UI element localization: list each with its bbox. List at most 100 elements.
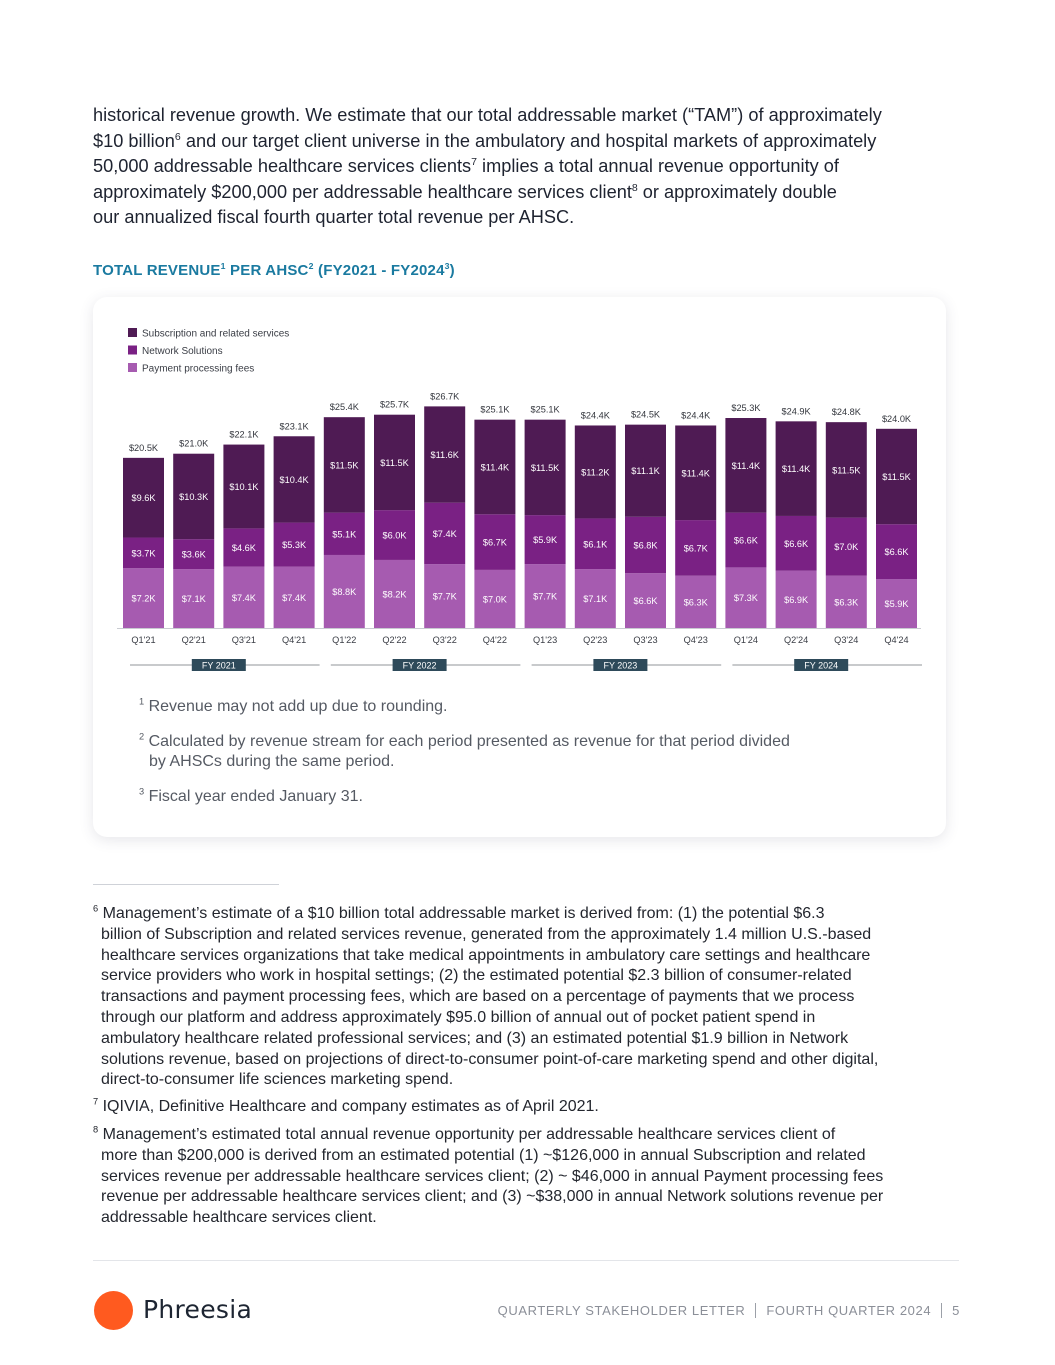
- bar-1-0: [123, 537, 164, 569]
- bar-0-15: [876, 579, 917, 628]
- legend-swatch-0: [128, 328, 137, 337]
- bar-label-0-10: $6.6K: [633, 596, 658, 606]
- bar-label-0-6: $7.7K: [433, 592, 458, 602]
- bar-2-9: [574, 425, 616, 519]
- bar-2-2: [223, 444, 265, 529]
- x-tick-label-3: Q4'21: [282, 635, 306, 645]
- bar-2-11: [675, 425, 717, 521]
- bar-label-1-9: $6.1K: [583, 539, 608, 549]
- x-tick-label-7: Q4'22: [483, 635, 507, 645]
- x-tick-label-15: Q4'24: [884, 635, 908, 645]
- x-tick-label-10: Q3'23: [633, 635, 657, 645]
- total-label-4: $25.4K: [330, 402, 360, 412]
- footer-meta: QUARTERLY STAKEHOLDER LETTER FOURTH QUART…: [498, 1303, 960, 1318]
- bar-2-5: [374, 414, 415, 511]
- bar-1-4: [323, 512, 365, 555]
- x-tick-label-4: Q1'22: [332, 635, 356, 645]
- bar-1-6: [424, 502, 466, 565]
- footnote-8: 8 Management’s estimated total annual re…: [93, 1124, 884, 1227]
- bar-label-2-7: $11.4K: [481, 462, 510, 472]
- bar-1-8: [524, 515, 566, 565]
- bar-2-0: [123, 457, 164, 538]
- x-tick-label-9: Q2'23: [583, 635, 607, 645]
- footnote-7: 7 IQIVIA, Definitive Healthcare and comp…: [93, 1096, 599, 1115]
- bar-label-1-10: $6.8K: [633, 541, 658, 551]
- bar-2-1: [173, 453, 215, 540]
- bar-label-1-8: $5.9K: [533, 535, 558, 545]
- fy-badge-3: [794, 659, 849, 671]
- legend-label-1: Network Solutions: [142, 346, 223, 357]
- bar-1-10: [625, 516, 666, 574]
- bar-label-2-9: $11.2K: [581, 467, 610, 477]
- bar-label-0-14: $6.3K: [834, 597, 859, 607]
- bar-label-1-1: $3.6K: [182, 550, 207, 560]
- bar-label-1-13: $6.6K: [784, 539, 809, 549]
- bar-1-7: [474, 514, 516, 570]
- bar-label-1-15: $6.6K: [884, 547, 909, 557]
- total-label-7: $25.1K: [480, 405, 510, 415]
- total-label-11: $24.4K: [681, 410, 711, 420]
- x-tick-label-13: Q2'24: [784, 635, 808, 645]
- x-tick-label-6: Q3'22: [433, 635, 457, 645]
- bar-1-13: [775, 515, 817, 571]
- bar-label-1-0: $3.7K: [131, 548, 156, 558]
- bar-label-2-10: $11.1K: [631, 466, 660, 476]
- total-label-5: $25.7K: [380, 400, 410, 410]
- footnote-divider: [93, 884, 279, 885]
- bar-0-4: [323, 554, 365, 628]
- total-label-10: $24.5K: [631, 410, 661, 420]
- x-tick-label-11: Q4'23: [684, 635, 708, 645]
- bar-2-6: [424, 406, 466, 503]
- bar-label-2-15: $11.5K: [882, 472, 911, 482]
- total-label-2: $22.1K: [229, 430, 259, 440]
- bar-0-14: [825, 575, 867, 628]
- bar-label-2-2: $10.1K: [229, 482, 259, 492]
- bar-label-1-6: $7.4K: [433, 529, 458, 539]
- total-label-6: $26.7K: [430, 391, 460, 401]
- bar-0-0: [123, 568, 164, 628]
- bar-label-0-5: $8.2K: [382, 589, 407, 599]
- bar-label-0-15: $5.9K: [884, 599, 909, 609]
- x-tick-label-0: Q1'21: [131, 635, 155, 645]
- chart-title: TOTAL REVENUE1 PER AHSC2 (FY2021 - FY202…: [93, 261, 455, 279]
- bar-1-14: [825, 517, 867, 576]
- fy-label-2: FY 2023: [603, 661, 637, 671]
- bar-1-12: [725, 512, 767, 568]
- x-tick-label-1: Q2'21: [182, 635, 206, 645]
- bar-label-2-0: $9.6K: [131, 493, 156, 503]
- bar-0-8: [524, 564, 566, 628]
- bar-2-14: [825, 422, 867, 518]
- legend-label-0: Subscription and related services: [142, 329, 289, 340]
- bar-label-0-0: $7.2K: [131, 594, 156, 604]
- bar-0-5: [374, 559, 415, 628]
- bar-label-0-1: $7.1K: [182, 594, 207, 604]
- bar-label-1-2: $4.6K: [232, 543, 257, 553]
- total-label-9: $24.4K: [581, 410, 611, 420]
- bar-1-9: [574, 518, 616, 570]
- bar-label-2-6: $11.6K: [430, 450, 459, 460]
- footnote-6: 6 Management’s estimate of a $10 billion…: [93, 903, 879, 1089]
- chart-note-1: 1 Revenue may not add up due to rounding…: [139, 696, 448, 715]
- fy-label-3: FY 2024: [804, 661, 838, 671]
- chart-note-3: 3 Fiscal year ended January 31.: [139, 786, 363, 805]
- bar-label-0-4: $8.8K: [332, 587, 357, 597]
- total-label-14: $24.8K: [832, 407, 862, 417]
- total-label-13: $24.9K: [782, 406, 812, 416]
- phreesia-logo-icon: [94, 1291, 133, 1330]
- total-label-15: $24.0K: [882, 414, 912, 424]
- bar-0-7: [474, 569, 516, 628]
- bar-label-2-8: $11.5K: [531, 463, 560, 473]
- bar-0-12: [725, 567, 767, 628]
- bar-0-6: [424, 564, 466, 628]
- brand-name: Phreesia: [143, 1295, 253, 1324]
- fy-label-1: FY 2022: [403, 661, 437, 671]
- fy-label-0: FY 2021: [202, 661, 236, 671]
- footer-doc-title: QUARTERLY STAKEHOLDER LETTER: [497, 1303, 746, 1318]
- bar-label-1-14: $7.0K: [834, 542, 859, 552]
- bar-label-1-4: $5.1K: [332, 529, 357, 539]
- bar-1-2: [223, 528, 265, 567]
- bar-2-10: [625, 424, 666, 517]
- bar-1-15: [876, 524, 917, 580]
- total-label-0: $20.5K: [129, 443, 159, 453]
- bar-label-0-3: $7.4K: [282, 593, 307, 603]
